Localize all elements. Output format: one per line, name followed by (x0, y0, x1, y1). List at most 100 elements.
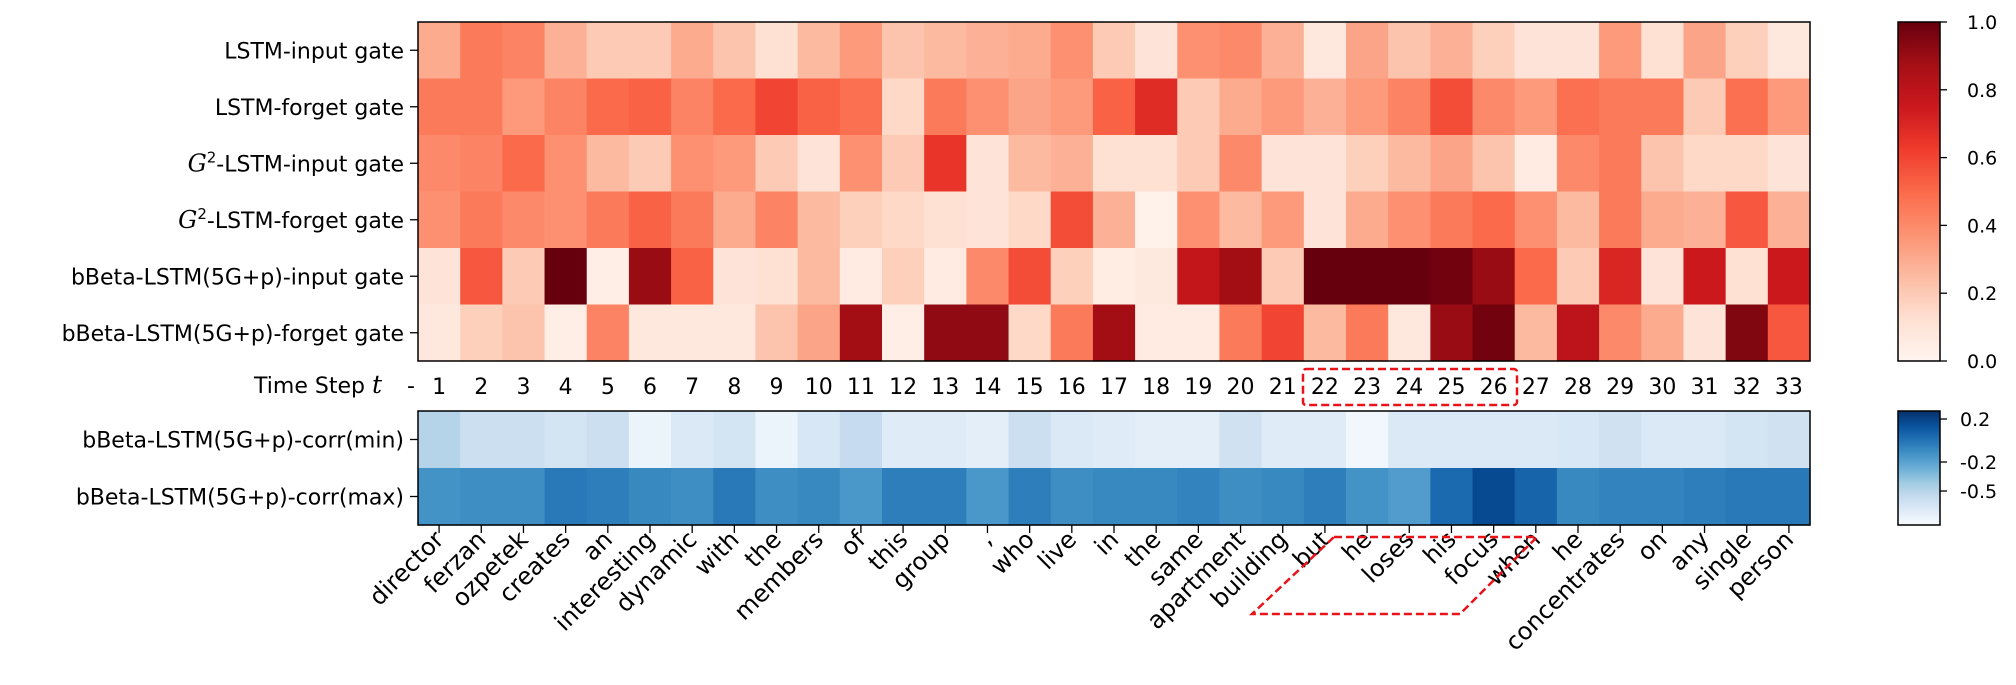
time-step-tick: 6 (643, 375, 657, 400)
heat-cell-bbeta-lstm-5g-p-input-gate-t24 (1388, 248, 1431, 306)
heat-cell-g-2-lstm-input-gate-t9 (755, 135, 799, 193)
corr-cell-bbeta-lstm-5g-p-corr-max-1 (460, 468, 503, 526)
heat-cell-lstm-input-gate-t26 (1472, 22, 1516, 80)
heat-cell-bbeta-lstm-5g-p-forget-gate-t16 (1050, 304, 1094, 362)
heat-cell-lstm-forget-gate-t22 (1303, 78, 1347, 136)
corr-cell-bbeta-lstm-5g-p-corr-min-12 (924, 411, 967, 469)
blues-colorbar (1897, 410, 1941, 526)
heat-cell-lstm-input-gate-t32 (1725, 22, 1769, 80)
heat-cell-lstm-forget-gate-t13 (924, 78, 967, 136)
corr-cell-bbeta-lstm-5g-p-corr-max-26 (1514, 468, 1558, 526)
corr-cell-bbeta-lstm-5g-p-corr-min-10 (839, 411, 883, 469)
corr-cell-bbeta-lstm-5g-p-corr-min-30 (1683, 411, 1727, 469)
time-step-tick: 11 (847, 375, 875, 400)
heat-cell-lstm-forget-gate-t7 (671, 78, 714, 136)
heat-cell-lstm-forget-gate-t31 (1683, 78, 1727, 136)
colorbar-tick-label: 0.8 (1967, 80, 1997, 102)
corr-cell-bbeta-lstm-5g-p-corr-max-15 (1050, 468, 1094, 526)
corr-cell-bbeta-lstm-5g-p-corr-max-32 (1767, 468, 1811, 526)
heat-cell-lstm-forget-gate-t15 (1008, 78, 1052, 136)
colorbar-tick-label: 0.4 (1967, 215, 1997, 237)
heat-cell-bbeta-lstm-5g-p-forget-gate-t21 (1261, 304, 1305, 362)
time-step-tick: 10 (805, 375, 833, 400)
time-step-tick: 24 (1395, 375, 1423, 400)
heat-cell-lstm-input-gate-t17 (1092, 22, 1136, 80)
heat-cell-g-2-lstm-forget-gate-t3 (502, 191, 546, 249)
corr-cell-bbeta-lstm-5g-p-corr-min-13 (966, 411, 1010, 469)
heat-cell-bbeta-lstm-5g-p-input-gate-t6 (628, 248, 672, 306)
corr-cell-bbeta-lstm-5g-p-corr-max-5 (628, 468, 672, 526)
heat-cell-bbeta-lstm-5g-p-forget-gate-t28 (1556, 304, 1600, 362)
row-label-g-2-lstm-input-gate: G2-LSTM-input gate (188, 148, 404, 177)
time-step-tick: 13 (931, 375, 959, 400)
time-step-tick: 17 (1100, 375, 1128, 400)
corr-cell-bbeta-lstm-5g-p-corr-min-2 (502, 411, 546, 469)
colorbar-tick-label: 0.2 (1967, 283, 1997, 305)
heat-cell-g-2-lstm-input-gate-t29 (1599, 135, 1642, 193)
corr-cell-bbeta-lstm-5g-p-corr-max-28 (1599, 468, 1642, 526)
corr-cell-bbeta-lstm-5g-p-corr-min-5 (628, 411, 672, 469)
heat-cell-lstm-input-gate-t27 (1514, 22, 1558, 80)
gate-heatmap-cells (418, 22, 1811, 362)
heat-cell-lstm-input-gate-t22 (1303, 22, 1347, 80)
heat-cell-g-2-lstm-forget-gate-t25 (1430, 191, 1474, 249)
heat-cell-bbeta-lstm-5g-p-input-gate-t1 (418, 248, 461, 306)
heat-cell-g-2-lstm-forget-gate-t15 (1008, 191, 1052, 249)
colorbar-tick-label: 0.2 (1960, 409, 1990, 431)
corr-cell-bbeta-lstm-5g-p-corr-min-21 (1303, 411, 1347, 469)
heat-cell-g-2-lstm-forget-gate-t28 (1556, 191, 1600, 249)
time-step-tick: 8 (727, 375, 741, 400)
heat-cell-g-2-lstm-forget-gate-t19 (1177, 191, 1221, 249)
corr-cell-bbeta-lstm-5g-p-corr-max-21 (1303, 468, 1347, 526)
corr-cell-bbeta-lstm-5g-p-corr-max-20 (1261, 468, 1305, 526)
gate-heatmap-frame (417, 21, 1811, 362)
heat-cell-g-2-lstm-forget-gate-t9 (755, 191, 799, 249)
corr-cell-bbeta-lstm-5g-p-corr-min-3 (544, 411, 588, 469)
time-step-tick: 3 (516, 375, 530, 400)
heat-cell-bbeta-lstm-5g-p-forget-gate-t19 (1177, 304, 1221, 362)
corr-cell-bbeta-lstm-5g-p-corr-min-18 (1177, 411, 1221, 469)
heat-cell-lstm-forget-gate-t19 (1177, 78, 1221, 136)
heat-cell-g-2-lstm-input-gate-t6 (628, 135, 672, 193)
heat-cell-g-2-lstm-input-gate-t8 (713, 135, 757, 193)
colorbar-tick-label: 1.0 (1967, 12, 1997, 34)
heat-cell-bbeta-lstm-5g-p-forget-gate-t11 (839, 304, 883, 362)
corr-cell-bbeta-lstm-5g-p-corr-max-13 (966, 468, 1010, 526)
heat-cell-lstm-forget-gate-t23 (1346, 78, 1389, 136)
heat-cell-bbeta-lstm-5g-p-forget-gate-t14 (966, 304, 1010, 362)
heat-cell-g-2-lstm-forget-gate-t11 (839, 191, 883, 249)
corr-cell-bbeta-lstm-5g-p-corr-max-2 (502, 468, 546, 526)
gate-row-labels: LSTM-input gate LSTM-forget gate G2-LSTM-i… (62, 39, 404, 347)
corr-cell-bbeta-lstm-5g-p-corr-max-27 (1556, 468, 1600, 526)
heat-cell-lstm-input-gate-t15 (1008, 22, 1052, 80)
time-step-tick: 12 (889, 375, 917, 400)
heat-cell-lstm-forget-gate-t17 (1092, 78, 1136, 136)
reds-colorbar-ticks: 0.0 0.2 0.4 0.6 0.8 1.0 (1940, 12, 1997, 373)
heat-cell-lstm-input-gate-t5 (586, 22, 630, 80)
heat-cell-bbeta-lstm-5g-p-forget-gate-t2 (460, 304, 503, 362)
heat-cell-lstm-input-gate-t29 (1599, 22, 1642, 80)
corr-cell-bbeta-lstm-5g-p-corr-min-9 (797, 411, 841, 469)
heat-cell-g-2-lstm-forget-gate-t14 (966, 191, 1010, 249)
time-step-tick: 26 (1480, 375, 1508, 400)
heat-cell-g-2-lstm-input-gate-t17 (1092, 135, 1136, 193)
heat-cell-lstm-input-gate-t10 (797, 22, 841, 80)
heat-cell-bbeta-lstm-5g-p-forget-gate-t13 (924, 304, 967, 362)
time-step-tick: 30 (1648, 375, 1676, 400)
heat-cell-g-2-lstm-forget-gate-t26 (1472, 191, 1516, 249)
heat-cell-g-2-lstm-input-gate-t24 (1388, 135, 1431, 193)
time-step-tick: 23 (1353, 375, 1381, 400)
corr-cell-bbeta-lstm-5g-p-corr-max-8 (755, 468, 799, 526)
heat-cell-bbeta-lstm-5g-p-input-gate-t20 (1219, 248, 1263, 306)
heat-cell-lstm-forget-gate-t20 (1219, 78, 1263, 136)
heat-cell-g-2-lstm-input-gate-t28 (1556, 135, 1600, 193)
row-label-bbeta-lstm-5g-p-corr-min: bBeta-LSTM(5G+p)-corr(min) (82, 429, 404, 454)
heat-cell-bbeta-lstm-5g-p-forget-gate-t24 (1388, 304, 1431, 362)
heat-cell-g-2-lstm-input-gate-t13 (924, 135, 967, 193)
heat-cell-bbeta-lstm-5g-p-input-gate-t19 (1177, 248, 1221, 306)
heat-cell-g-2-lstm-forget-gate-t6 (628, 191, 672, 249)
heat-cell-bbeta-lstm-5g-p-forget-gate-t25 (1430, 304, 1474, 362)
corr-cell-bbeta-lstm-5g-p-corr-max-11 (882, 468, 925, 526)
heat-cell-g-2-lstm-forget-gate-t20 (1219, 191, 1263, 249)
time-step-tick: 22 (1311, 375, 1339, 400)
